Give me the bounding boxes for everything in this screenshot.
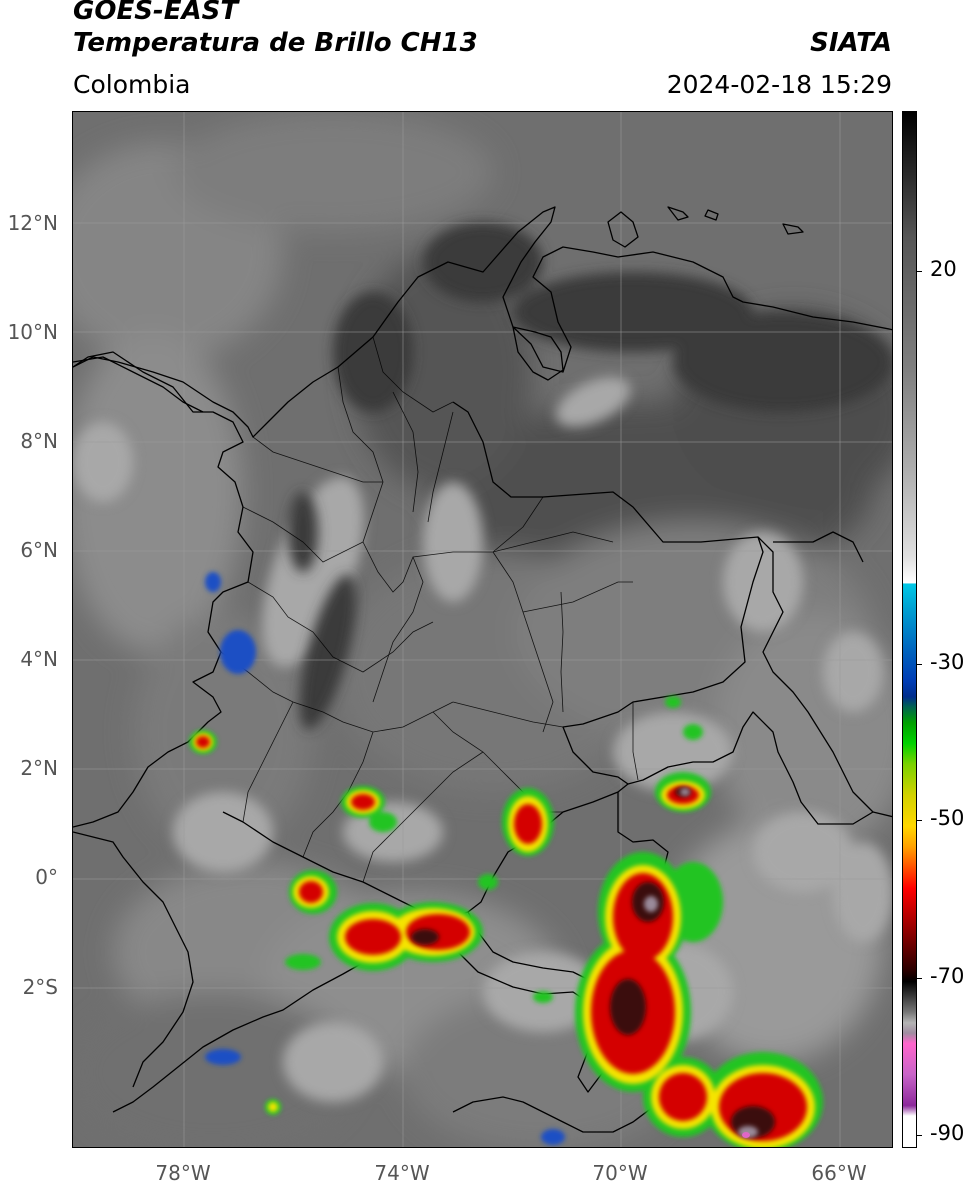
lat-label-2n: 2°N bbox=[20, 756, 58, 780]
lat-label-10n: 10°N bbox=[7, 320, 58, 344]
colorbar-tick-m90 bbox=[916, 1135, 922, 1136]
colorbar-label-m70: -70 bbox=[930, 964, 965, 988]
colorbar-label-m30: -30 bbox=[930, 650, 965, 674]
colorbar-tick-20 bbox=[916, 271, 922, 272]
internal-borders bbox=[220, 336, 639, 883]
lat-label-12n: 12°N bbox=[7, 211, 58, 235]
colorbar-label-m50: -50 bbox=[930, 806, 965, 830]
lat-label-0: 0° bbox=[35, 865, 58, 889]
storm-cells bbox=[189, 572, 823, 1147]
region-label: Colombia bbox=[73, 70, 191, 99]
colorbar-tick-m50 bbox=[916, 820, 922, 821]
temperature-colorbar bbox=[902, 111, 917, 1148]
datetime-label: 2024-02-18 15:29 bbox=[666, 70, 892, 99]
colorbar-tick-m70 bbox=[916, 978, 922, 979]
lon-label-78w: 78°W bbox=[155, 1161, 211, 1185]
colorbar-tick-m30 bbox=[916, 664, 922, 665]
lat-label-8n: 8°N bbox=[20, 429, 58, 453]
lat-label-2s: 2°S bbox=[22, 975, 58, 999]
lat-label-6n: 6°N bbox=[20, 538, 58, 562]
lon-label-70w: 70°W bbox=[592, 1161, 648, 1185]
map-title-product: Temperatura de Brillo CH13 bbox=[73, 28, 478, 58]
map-title-satellite: GOES-EAST bbox=[73, 0, 239, 26]
graticule bbox=[73, 112, 892, 1147]
lat-label-4n: 4°N bbox=[20, 647, 58, 671]
magenta-core bbox=[742, 1132, 750, 1138]
satellite-map bbox=[72, 111, 893, 1148]
lon-label-74w: 74°W bbox=[374, 1161, 430, 1185]
colorbar-label-20: 20 bbox=[930, 257, 957, 281]
lon-label-66w: 66°W bbox=[811, 1161, 867, 1185]
organization-label: SIATA bbox=[810, 28, 892, 58]
colorbar-label-m90: -90 bbox=[930, 1121, 965, 1145]
